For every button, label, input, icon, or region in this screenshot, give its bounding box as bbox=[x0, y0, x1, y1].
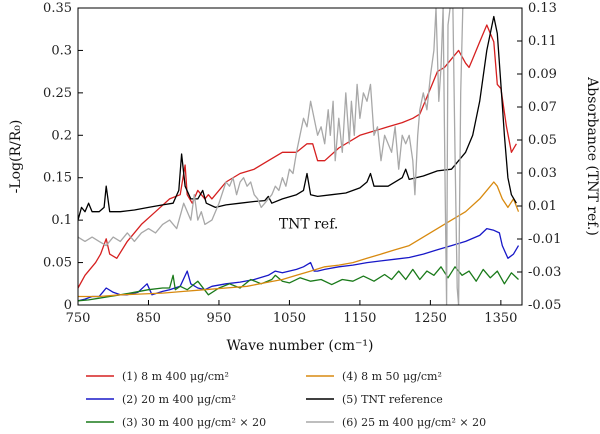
legend-label: (4) 8 m 50 μg/cm² bbox=[342, 370, 442, 383]
series-line-5 bbox=[78, 15, 517, 221]
series-layer bbox=[78, 8, 520, 305]
y-tick-label: 0.1 bbox=[51, 213, 72, 228]
x-tick-label: 1250 bbox=[414, 311, 447, 326]
plot-frame bbox=[77, 7, 523, 306]
y-tick-label: 0.35 bbox=[43, 1, 72, 16]
y-axis-title: -Log(R/R₀) bbox=[8, 120, 24, 194]
y2-tick-label: -0.01 bbox=[528, 232, 561, 247]
legend-label: (1) 8 m 400 μg/cm² bbox=[122, 370, 229, 383]
y-tick-label: 0.25 bbox=[43, 86, 72, 101]
y2-tick-label: 0.09 bbox=[528, 67, 557, 82]
legend-label: (3) 30 m 400 μg/cm² × 20 bbox=[122, 416, 266, 429]
y-tick-label: 0.3 bbox=[51, 43, 72, 58]
x-tick-label: 950 bbox=[207, 311, 232, 326]
y2-tick-label: 0.11 bbox=[528, 34, 557, 49]
legend: (1) 8 m 400 μg/cm² (2) 20 m 400 μg/cm² (3)… bbox=[86, 370, 486, 429]
x-tick-label: 1150 bbox=[343, 311, 376, 326]
series-line-3 bbox=[78, 266, 519, 302]
y2-tick-label: -0.05 bbox=[528, 298, 561, 313]
x-tick-label: 1050 bbox=[273, 311, 306, 326]
y-tick-label: 0.15 bbox=[43, 171, 72, 186]
y2-tick-label: 0.01 bbox=[528, 199, 557, 214]
y2-tick-label: -0.03 bbox=[528, 265, 561, 280]
y2-tick-label: 0.13 bbox=[528, 1, 557, 16]
series-line-1 bbox=[78, 24, 517, 289]
legend-label: (5) TNT reference bbox=[342, 393, 443, 406]
y-tick-label: 0 bbox=[64, 298, 72, 313]
axis-layer: 750 850 950 1050 1150 1250 1350 0 0.05 0.1 0.15 0.2… bbox=[43, 1, 561, 326]
series-line-4 bbox=[78, 181, 520, 298]
y2-tick-label: 0.03 bbox=[528, 166, 557, 181]
x-tick-label: 1350 bbox=[484, 311, 517, 326]
y-tick-label: 0.2 bbox=[51, 128, 72, 143]
series-line-6 bbox=[78, 8, 464, 305]
y2-tick-label: 0.05 bbox=[528, 133, 557, 148]
legend-label: (2) 20 m 400 μg/cm² bbox=[122, 393, 236, 406]
y2-tick-label: 0.07 bbox=[528, 100, 557, 115]
x-tick-label: 750 bbox=[66, 311, 91, 326]
x-axis-title: Wave number (cm⁻¹) bbox=[227, 338, 374, 354]
legend-label: (6) 25 m 400 μg/cm² × 20 bbox=[342, 416, 486, 429]
x-tick-label: 850 bbox=[136, 311, 161, 326]
chart-annotation: TNT ref. bbox=[279, 217, 339, 233]
y-tick-label: 0.05 bbox=[43, 256, 72, 271]
y2-axis-title: Absorbance (TNT ref.) bbox=[584, 76, 600, 236]
